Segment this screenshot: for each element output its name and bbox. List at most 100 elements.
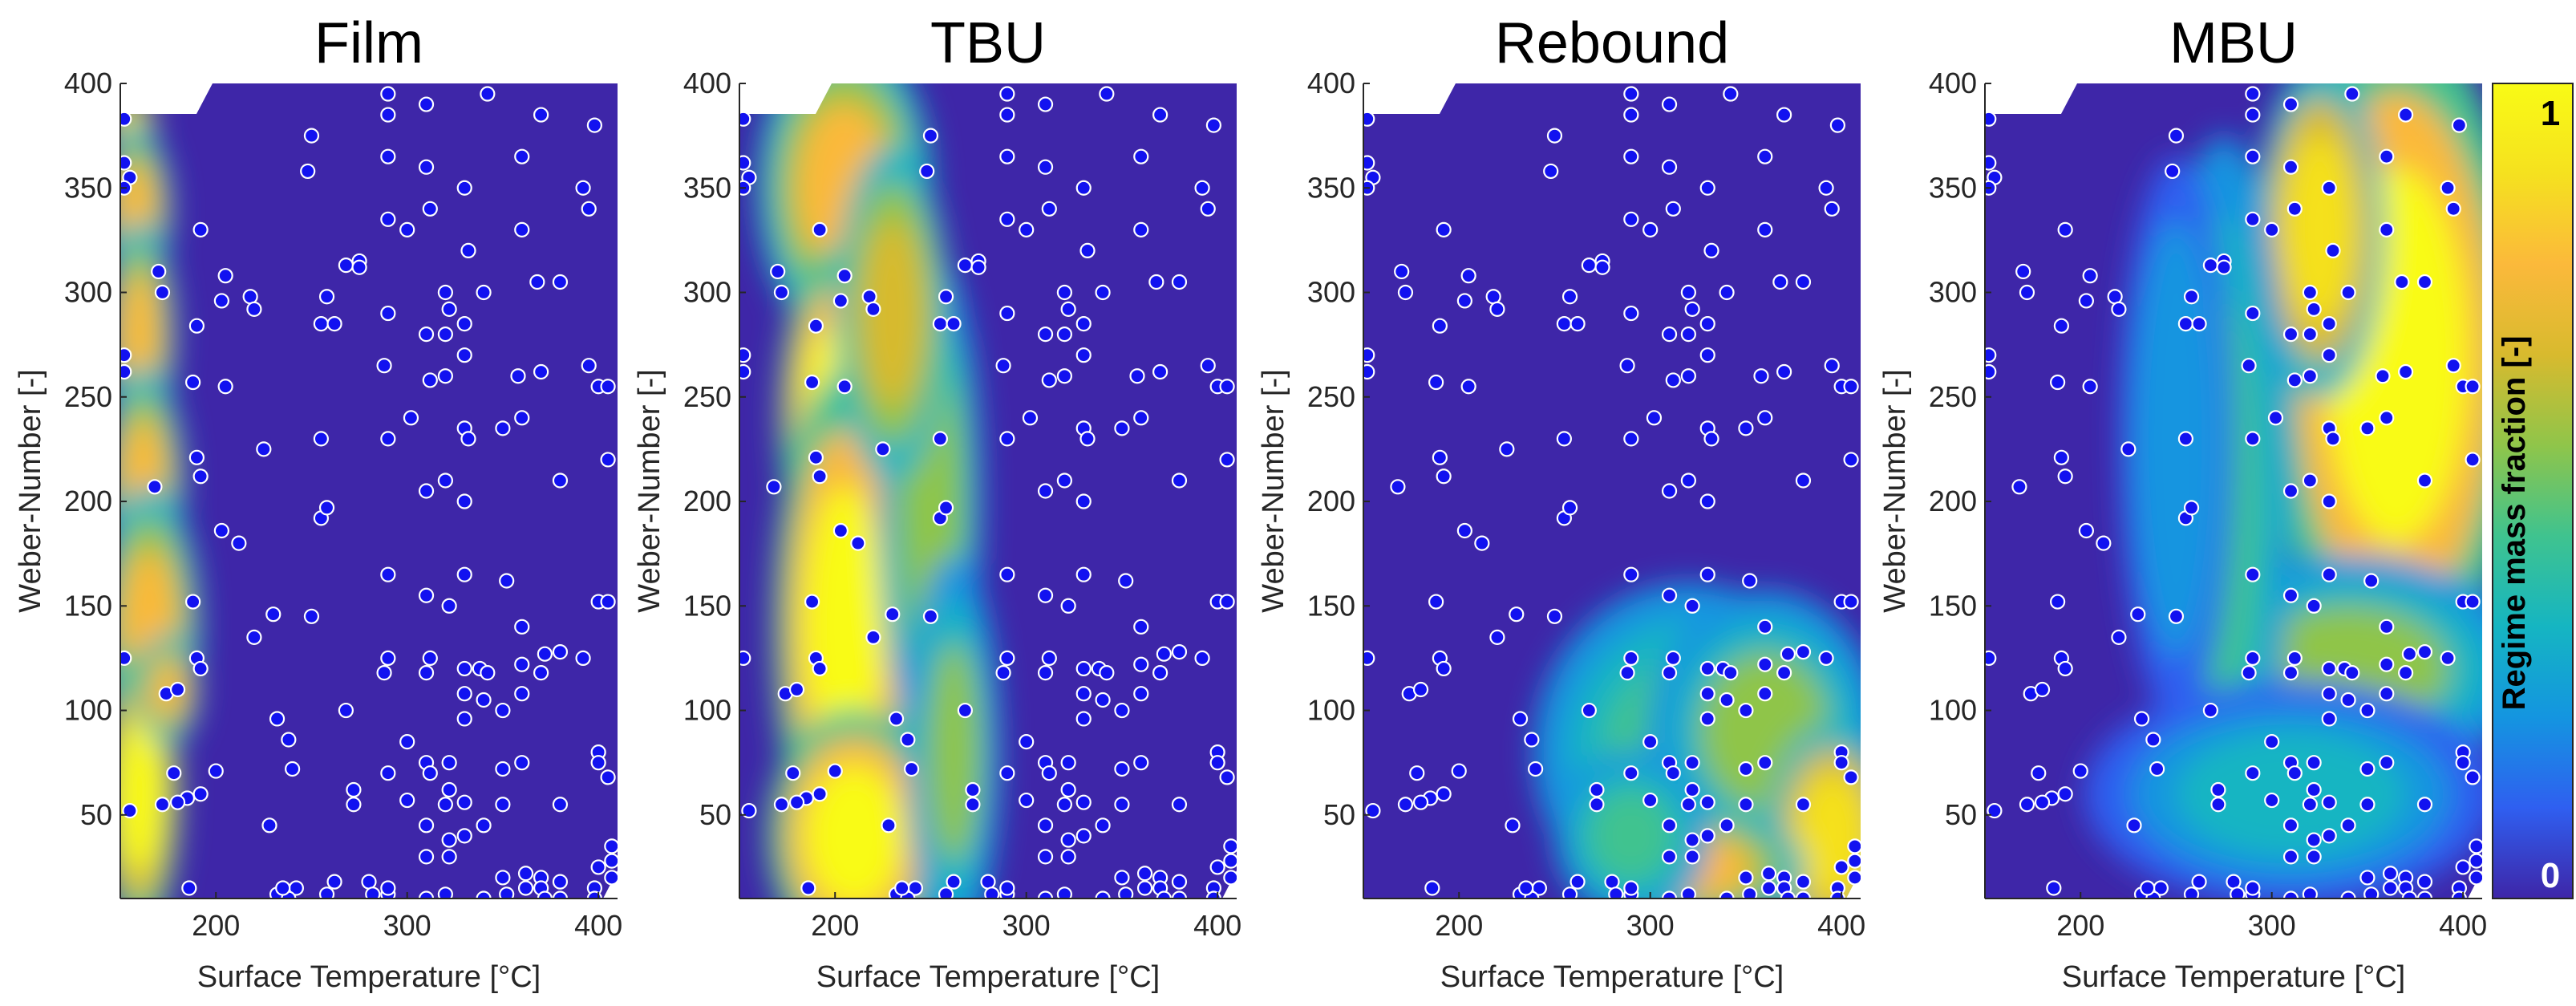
sample-points: [1363, 86, 1861, 899]
sample-point: [836, 268, 853, 284]
y-tick-label: 150: [1929, 589, 1977, 622]
sample-point: [1079, 242, 1096, 259]
sample-point: [422, 372, 438, 388]
sample-point: [1512, 711, 1529, 727]
x-tick-label: 300: [1626, 909, 1675, 942]
sample-point: [2245, 148, 2261, 164]
sample-point: [1037, 327, 1054, 343]
sample-point: [1056, 886, 1072, 899]
sample-points: [120, 86, 618, 899]
sample-point: [1581, 702, 1597, 719]
sample-point: [476, 817, 492, 834]
sample-point: [192, 660, 209, 677]
sample-point: [2282, 817, 2299, 834]
sample-point: [1824, 358, 1840, 374]
sample-point: [2379, 221, 2395, 237]
sample-point: [1363, 155, 1375, 171]
sample-point: [1623, 86, 1639, 102]
sample-point: [2416, 874, 2433, 890]
panel-tbu: 50 100 150 200 250 300 350 400 200 300 400 TBU Surfa…: [633, 11, 1241, 994]
sample-point: [1136, 880, 1153, 896]
sample-point: [999, 148, 1015, 164]
sample-point: [2019, 284, 2035, 301]
sample-point: [2321, 686, 2337, 702]
sample-point: [441, 849, 457, 865]
sample-point: [2302, 368, 2318, 384]
sample-point: [2398, 363, 2414, 380]
sample-point: [2306, 781, 2322, 798]
sample-point: [1757, 686, 1773, 702]
sample-point: [739, 363, 751, 380]
y-tick-label: 50: [1945, 798, 1977, 831]
x-tick-label: 200: [811, 909, 859, 942]
sample-point: [1037, 159, 1054, 175]
sample-point: [1209, 859, 1225, 875]
sample-point: [770, 263, 786, 280]
sample-point: [2340, 284, 2356, 301]
sample-point: [120, 111, 132, 127]
sample-point: [1037, 483, 1054, 499]
sample-point: [1661, 849, 1678, 865]
y-tick-label: 200: [1929, 485, 1977, 517]
panel-title: Rebound: [1495, 11, 1729, 75]
sample-point: [2445, 201, 2461, 217]
sample-point: [1056, 797, 1072, 813]
sample-point: [600, 452, 616, 468]
panel-rebound: 50 100 150 200 250 300 350 400 200 300 400 Rebound S…: [1257, 11, 1865, 994]
sample-point: [1363, 347, 1375, 363]
sample-point: [2282, 587, 2299, 603]
sample-point: [1460, 379, 1476, 395]
sample-point: [2241, 665, 2257, 681]
sample-point: [1223, 838, 1237, 854]
sample-point: [1485, 289, 1501, 305]
sample-point: [437, 473, 453, 489]
sample-point: [2321, 660, 2337, 677]
sample-point: [1795, 890, 1812, 899]
sample-point: [437, 797, 453, 813]
sample-point: [1847, 838, 1861, 854]
sample-point: [192, 786, 209, 802]
sample-point: [1699, 794, 1715, 810]
sample-point: [2286, 372, 2303, 388]
sample-point: [1219, 594, 1235, 610]
y-tick-label: 400: [1929, 67, 1977, 99]
sample-point: [1118, 573, 1134, 589]
sample-point: [361, 874, 377, 890]
sample-point: [514, 221, 530, 237]
sample-point: [1833, 755, 1849, 771]
sample-point: [456, 828, 472, 844]
sample-point: [231, 535, 247, 551]
sample-point: [1680, 284, 1696, 301]
sample-point: [437, 284, 453, 301]
sample-point: [192, 469, 209, 485]
sample-point: [552, 473, 569, 489]
sample-point: [2469, 838, 2482, 854]
sample-point: [2321, 828, 2337, 844]
sample-point: [1412, 681, 1429, 698]
sample-point: [1738, 420, 1754, 436]
y-tick-label: 350: [683, 171, 731, 204]
sample-point: [185, 594, 201, 610]
sample-point: [351, 259, 367, 275]
sample-point: [1742, 886, 1758, 899]
sample-point: [1056, 473, 1072, 489]
sample-point: [2120, 441, 2137, 457]
y-tick-label: 100: [1307, 694, 1355, 727]
sample-point: [1436, 660, 1452, 677]
sample-point: [1623, 431, 1639, 447]
sample-point: [2107, 289, 2123, 305]
sample-point: [1699, 493, 1715, 509]
sample-point: [1060, 755, 1076, 771]
panel-film: 50 100 150 200 250 300 350 400 200 300 400 Film Surf…: [14, 11, 622, 994]
sample-point: [1499, 441, 1515, 457]
sample-point: [456, 686, 472, 702]
sample-point: [514, 410, 530, 426]
sample-point: [480, 665, 496, 681]
sample-point: [399, 734, 415, 750]
sample-point: [418, 890, 435, 899]
sample-point: [418, 159, 435, 175]
sample-point: [1363, 363, 1375, 380]
sample-point: [456, 711, 472, 727]
sample-point: [904, 761, 920, 777]
sample-point: [456, 493, 472, 509]
